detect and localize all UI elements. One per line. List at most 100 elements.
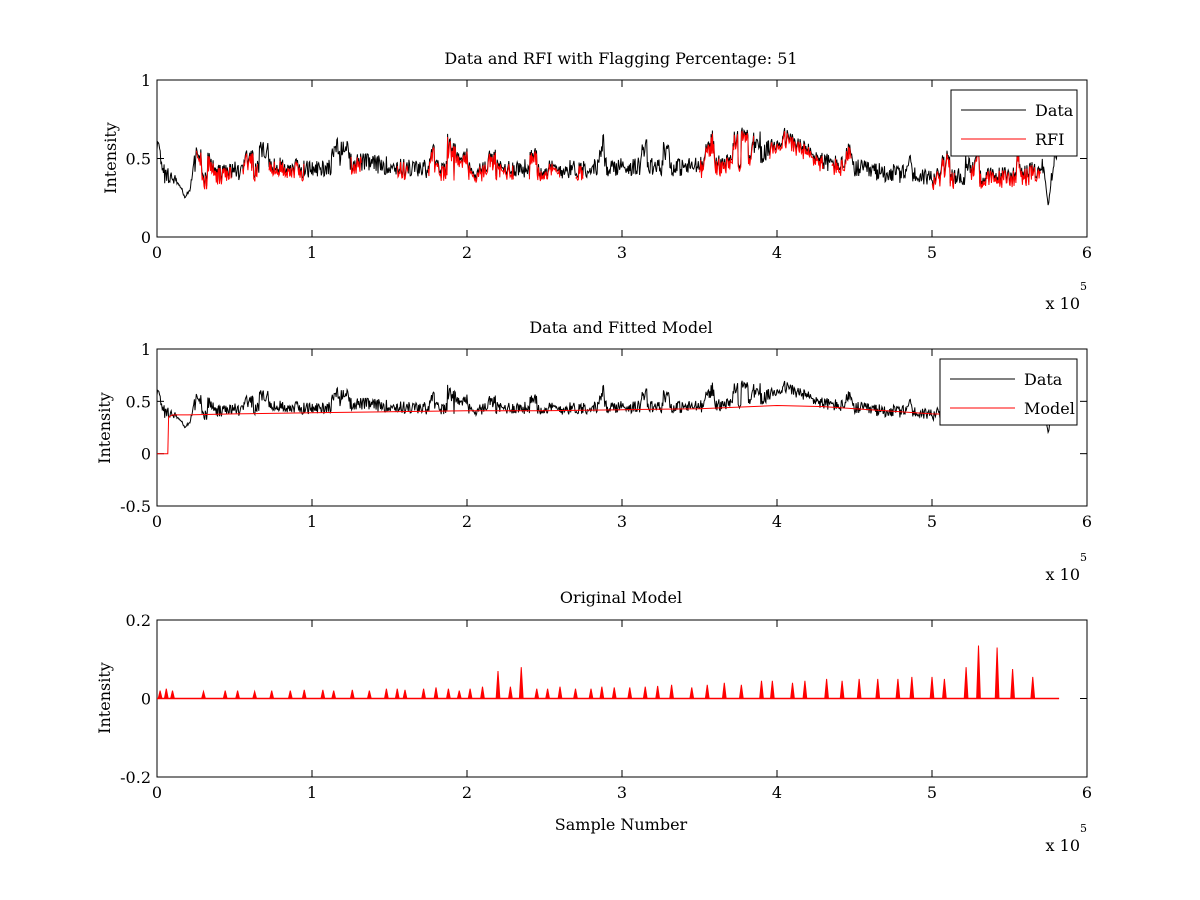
x-tick-label: 2 [462,783,472,802]
x-multiplier-exponent: 5 [1080,822,1087,835]
y-tick-label: -0.5 [120,497,151,516]
series-peak [573,688,578,699]
subplot-title: Original Model [560,588,682,607]
x-tick-label: 5 [927,243,937,262]
series-peak [467,688,473,699]
series-peak [545,688,551,699]
legend-label: Model [1024,399,1075,418]
x-tick-label: 3 [617,243,627,262]
x-multiplier-label: x 10 [1046,565,1080,584]
series-peak [480,686,485,699]
legend-box [950,89,1078,157]
series-peak [534,688,540,699]
x-tick-label: 4 [772,243,782,262]
series-peak [895,678,901,699]
series-peak [383,688,389,699]
series-peak [433,687,439,699]
series-peak [875,678,881,699]
series-rfi-segment [970,151,1041,189]
x-tick-label: 0 [152,783,162,802]
x-multiplier-exponent: 5 [1080,280,1087,293]
plot-area [157,380,1060,455]
series-peak [331,690,337,699]
axes-box [156,348,1088,507]
x-multiplier-label: x 10 [1046,294,1080,313]
series-peak [320,689,326,699]
series-peak [235,690,241,699]
subplot-title: Data and RFI with Flagging Percentage: 5… [444,49,797,68]
series-peak [839,680,845,699]
series-peak [738,684,744,699]
series-peak [495,670,501,699]
x-tick-label: 1 [307,783,317,802]
series-rfi-segment [396,161,409,181]
series-peak [252,689,258,699]
series-peak [963,667,969,699]
series-rfi-segment [427,136,514,183]
series-peak [909,676,915,699]
y-tick-label: 0.5 [126,150,151,169]
series-rfi-segment [528,151,561,182]
series-rfi-segment [268,160,305,182]
y-tick-label: 0 [141,228,151,247]
legend-box [939,358,1078,426]
x-tick-label: 1 [307,512,317,531]
y-tick-label: 0.5 [126,392,151,411]
y-axis-label: Intensity [101,122,120,194]
series-peak [456,690,462,699]
series-peak [421,688,427,699]
x-multiplier-exponent: 5 [1080,551,1087,564]
y-axis-label: Intensity [95,392,114,464]
series-rfi-segment [831,146,852,176]
series-peak [287,690,293,699]
series-peak [976,645,981,699]
series-rfi-segment [931,153,956,190]
series-peak [856,678,862,699]
series-peak [507,686,513,699]
y-tick-label: 1 [141,340,151,359]
series-peak [627,687,633,699]
series-peak [301,689,307,699]
series-peak [588,688,594,699]
x-tick-label: 6 [1082,512,1092,531]
x-tick-label: 6 [1082,243,1092,262]
series-peak [366,690,372,699]
series-rfi-segment [242,153,258,182]
x-tick-label: 3 [617,783,627,802]
y-tick-label: 0 [141,690,151,709]
series-peak [769,680,775,699]
series-peak [518,667,524,699]
series-peak [721,682,727,699]
y-tick-label: -0.2 [120,768,151,787]
series-peak [163,688,169,699]
subplot-data-and-model: Data and Fitted Model Intensity x 10 5 0… [95,318,1092,584]
y-axis-label: Intensity [95,662,114,734]
x-tick-label: 3 [617,512,627,531]
series-peak [790,682,795,699]
series-rfi-segment [350,156,362,175]
legend-label: RFI [1035,130,1064,149]
x-multiplier-label: x 10 [1046,836,1080,855]
series-rfi-segment [575,165,584,182]
plot-area [157,127,1060,206]
series-peak [394,688,400,699]
series-peak [269,690,275,699]
axes-box [156,79,1088,238]
series-peak [557,686,563,699]
x-tick-label: 5 [927,512,937,531]
subplot-original-model: Original Model Intensity Sample Number x… [95,588,1092,855]
series-peak [1010,669,1015,699]
series-rfi-segment [195,150,232,190]
x-tick-label: 5 [927,783,937,802]
series-peak [802,680,808,699]
series-peak [669,684,675,699]
series-peak [402,689,408,699]
series-peak [655,685,661,699]
x-tick-label: 2 [462,243,472,262]
x-tick-label: 4 [772,783,782,802]
series-peak [170,690,175,699]
series-peak [941,678,947,699]
series-peak [349,689,355,699]
series-model-line [157,404,1060,455]
legend-label: Data [1024,370,1063,389]
